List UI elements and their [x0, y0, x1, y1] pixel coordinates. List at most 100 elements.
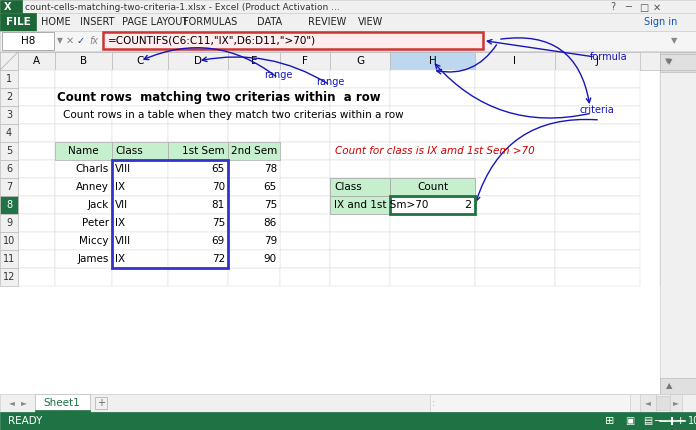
Text: 65: 65	[212, 164, 225, 174]
Text: range: range	[264, 70, 292, 80]
Text: Jack: Jack	[88, 200, 109, 210]
FancyBboxPatch shape	[475, 88, 555, 106]
FancyBboxPatch shape	[112, 214, 168, 232]
FancyBboxPatch shape	[390, 268, 475, 286]
FancyBboxPatch shape	[112, 88, 168, 106]
FancyBboxPatch shape	[390, 88, 475, 106]
Text: ◄: ◄	[9, 399, 15, 408]
FancyBboxPatch shape	[168, 232, 228, 250]
FancyBboxPatch shape	[0, 0, 696, 15]
FancyBboxPatch shape	[228, 250, 280, 268]
FancyBboxPatch shape	[55, 250, 112, 268]
FancyBboxPatch shape	[660, 124, 696, 142]
FancyBboxPatch shape	[168, 250, 228, 268]
FancyBboxPatch shape	[555, 250, 640, 268]
FancyBboxPatch shape	[390, 124, 475, 142]
Text: FILE: FILE	[6, 17, 31, 27]
Text: Sign in: Sign in	[644, 17, 677, 27]
Text: Count for class is IX amd 1st Sem >70: Count for class is IX amd 1st Sem >70	[335, 146, 535, 156]
FancyBboxPatch shape	[112, 142, 168, 160]
FancyBboxPatch shape	[475, 178, 555, 196]
FancyBboxPatch shape	[55, 196, 112, 214]
Text: ▤: ▤	[643, 416, 653, 426]
FancyBboxPatch shape	[660, 214, 696, 232]
FancyBboxPatch shape	[0, 178, 18, 196]
FancyBboxPatch shape	[0, 250, 18, 268]
Text: Name: Name	[68, 146, 99, 156]
FancyBboxPatch shape	[18, 250, 55, 268]
Text: Count rows in a table when they match two criterias within a row: Count rows in a table when they match tw…	[63, 110, 404, 120]
FancyBboxPatch shape	[228, 124, 280, 142]
Text: IX and 1st Sm>70: IX and 1st Sm>70	[334, 200, 428, 210]
FancyBboxPatch shape	[330, 124, 390, 142]
FancyBboxPatch shape	[330, 268, 390, 286]
Text: 12: 12	[3, 272, 15, 282]
FancyBboxPatch shape	[0, 412, 696, 430]
FancyBboxPatch shape	[280, 124, 330, 142]
FancyBboxPatch shape	[555, 106, 640, 124]
Text: H8: H8	[21, 36, 35, 46]
FancyBboxPatch shape	[112, 232, 168, 250]
FancyBboxPatch shape	[475, 160, 555, 178]
FancyBboxPatch shape	[112, 160, 168, 178]
FancyBboxPatch shape	[390, 52, 475, 70]
Text: ▣: ▣	[626, 416, 635, 426]
FancyBboxPatch shape	[660, 54, 696, 70]
Text: 2: 2	[464, 200, 471, 210]
Text: Anney: Anney	[76, 182, 109, 192]
FancyBboxPatch shape	[168, 160, 228, 178]
FancyBboxPatch shape	[112, 124, 168, 142]
FancyBboxPatch shape	[228, 178, 280, 196]
FancyBboxPatch shape	[330, 142, 390, 160]
Text: ─: ─	[654, 416, 660, 426]
FancyBboxPatch shape	[55, 142, 112, 160]
FancyBboxPatch shape	[55, 178, 112, 196]
FancyBboxPatch shape	[168, 196, 228, 214]
FancyBboxPatch shape	[390, 196, 475, 214]
Text: criteria: criteria	[580, 105, 615, 115]
FancyBboxPatch shape	[18, 106, 55, 124]
Text: E: E	[251, 56, 258, 66]
FancyBboxPatch shape	[112, 178, 168, 196]
FancyBboxPatch shape	[555, 232, 640, 250]
Text: 78: 78	[264, 164, 277, 174]
FancyBboxPatch shape	[0, 214, 18, 232]
FancyBboxPatch shape	[55, 160, 112, 178]
FancyBboxPatch shape	[555, 70, 640, 88]
FancyBboxPatch shape	[18, 178, 55, 196]
FancyBboxPatch shape	[168, 268, 228, 286]
FancyBboxPatch shape	[555, 178, 640, 196]
Text: 65: 65	[264, 182, 277, 192]
Text: I: I	[514, 56, 516, 66]
Text: 2nd Sem: 2nd Sem	[231, 146, 277, 156]
FancyBboxPatch shape	[18, 70, 55, 88]
FancyBboxPatch shape	[0, 88, 18, 106]
FancyBboxPatch shape	[168, 52, 228, 70]
FancyBboxPatch shape	[112, 250, 168, 268]
FancyBboxPatch shape	[18, 52, 55, 70]
FancyBboxPatch shape	[475, 250, 555, 268]
FancyBboxPatch shape	[660, 52, 696, 72]
Text: 69: 69	[212, 236, 225, 246]
FancyBboxPatch shape	[660, 250, 696, 268]
FancyBboxPatch shape	[390, 196, 475, 214]
FancyBboxPatch shape	[280, 160, 330, 178]
Text: 79: 79	[264, 236, 277, 246]
FancyBboxPatch shape	[390, 142, 475, 160]
FancyBboxPatch shape	[55, 232, 112, 250]
FancyBboxPatch shape	[55, 88, 112, 106]
FancyBboxPatch shape	[168, 250, 228, 268]
FancyBboxPatch shape	[112, 70, 168, 88]
FancyBboxPatch shape	[55, 214, 112, 232]
Text: =COUNTIFS(C6:C11,"IX",D6:D11,">70"): =COUNTIFS(C6:C11,"IX",D6:D11,">70")	[108, 36, 316, 46]
FancyBboxPatch shape	[280, 70, 330, 88]
FancyBboxPatch shape	[670, 394, 682, 412]
FancyBboxPatch shape	[330, 178, 390, 196]
FancyBboxPatch shape	[18, 268, 55, 286]
FancyBboxPatch shape	[475, 268, 555, 286]
FancyBboxPatch shape	[0, 106, 18, 124]
FancyBboxPatch shape	[280, 106, 330, 124]
FancyBboxPatch shape	[18, 124, 55, 142]
FancyBboxPatch shape	[35, 410, 90, 412]
FancyBboxPatch shape	[168, 214, 228, 232]
